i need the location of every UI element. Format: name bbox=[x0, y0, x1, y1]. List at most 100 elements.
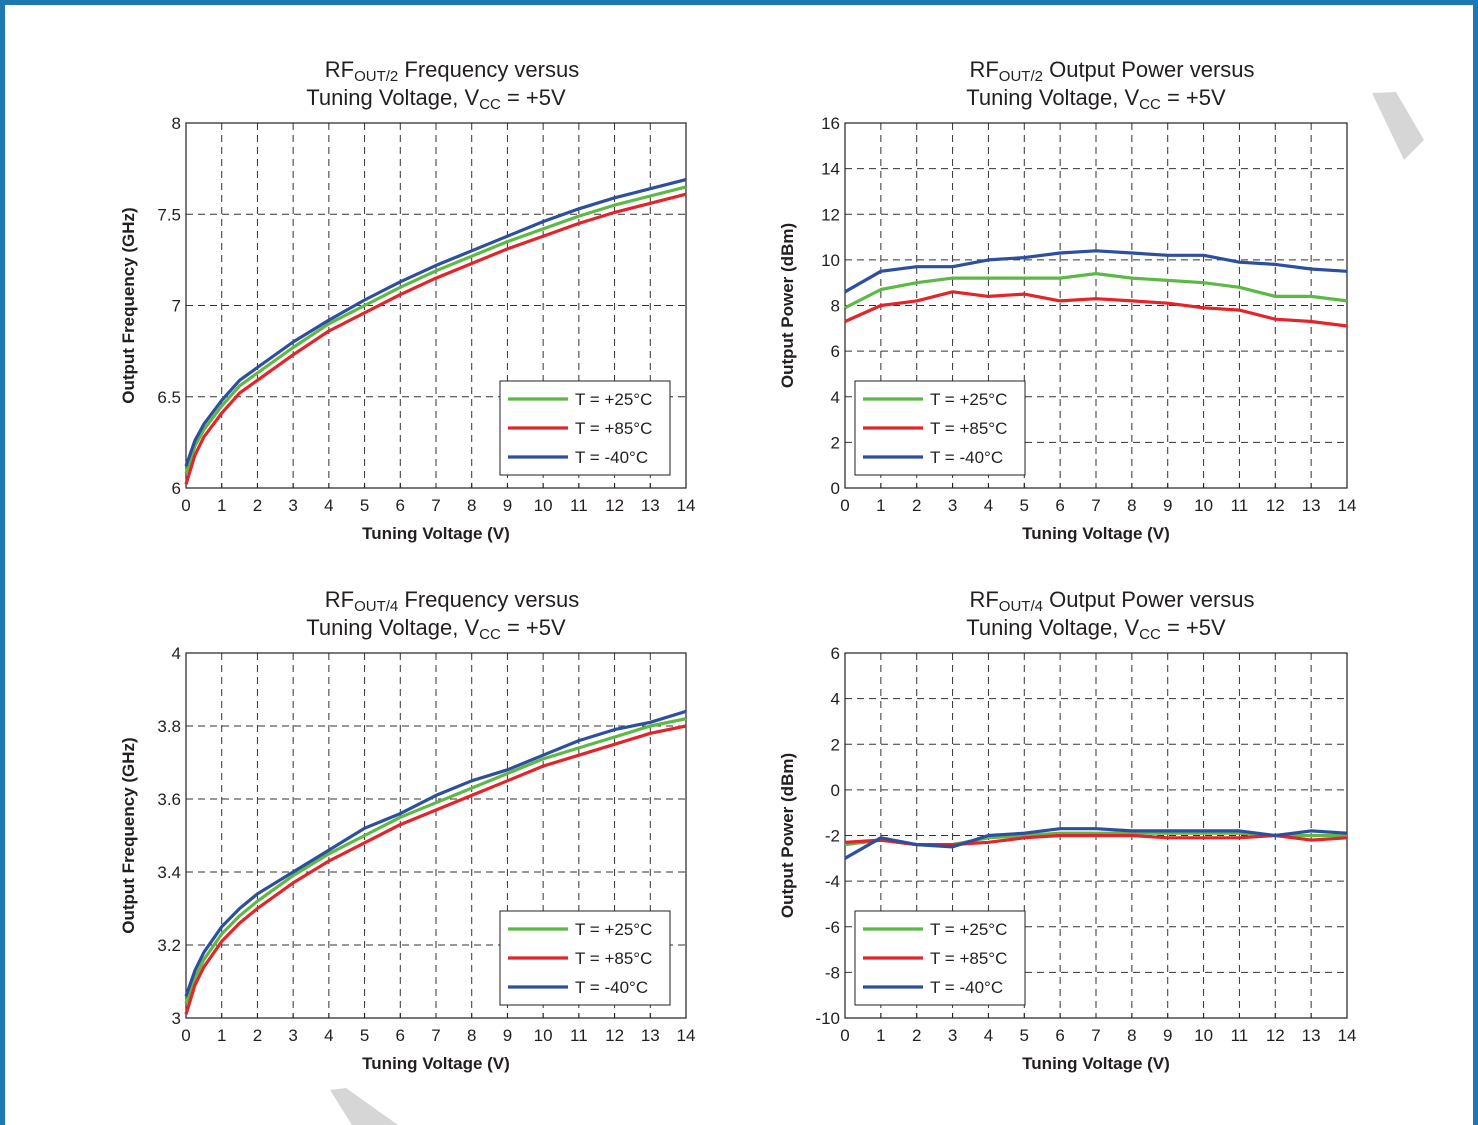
x-tick-label: 13 bbox=[1302, 496, 1321, 515]
y-tick-label: 0 bbox=[831, 479, 840, 498]
x-tick-label: 4 bbox=[984, 1026, 993, 1045]
y-tick-label: 4 bbox=[172, 644, 181, 663]
legend-entry: T = -40°C bbox=[575, 448, 648, 467]
y-axis-label: Output Power (dBm) bbox=[778, 223, 797, 388]
x-tick-label: 14 bbox=[1338, 1026, 1357, 1045]
series-line bbox=[184, 185, 687, 474]
legend: T = +25°C T = +85°C T = -40°C bbox=[499, 910, 671, 1006]
y-tick-label: 0 bbox=[831, 781, 840, 800]
y-tick-label: 8 bbox=[172, 114, 181, 133]
series-line bbox=[184, 717, 687, 1004]
x-tick-label: 7 bbox=[431, 1026, 440, 1045]
x-tick-label: 6 bbox=[396, 496, 405, 515]
legend-entry: T = +85°C bbox=[930, 949, 1007, 968]
x-tick-label: 6 bbox=[1055, 1026, 1064, 1045]
legend-entry: T = +25°C bbox=[930, 920, 1007, 939]
series-line bbox=[184, 724, 687, 1015]
x-tick-label: 2 bbox=[253, 1026, 262, 1045]
chart-title-line-1: RFOUT/2 Frequency versus bbox=[325, 57, 579, 85]
y-tick-label: 10 bbox=[821, 251, 840, 270]
x-tick-label: 12 bbox=[1266, 496, 1285, 515]
x-tick-label: 7 bbox=[431, 496, 440, 515]
x-tick-label: 2 bbox=[912, 496, 921, 515]
series-line bbox=[844, 272, 1348, 310]
series-line bbox=[844, 290, 1348, 328]
y-axis-label: Output Frequency (GHz) bbox=[119, 737, 138, 933]
x-axis-label: Tuning Voltage (V) bbox=[1022, 1054, 1170, 1073]
x-tick-label: 12 bbox=[1266, 1026, 1285, 1045]
y-tick-label: -4 bbox=[825, 872, 840, 891]
y-tick-label: 3.2 bbox=[157, 936, 181, 955]
chart-2: 0 1 2 3 4 5 6 7 8 9 10 11 12 13 140246810121416Tuning … bbox=[778, 57, 1356, 543]
y-tick-label: -10 bbox=[815, 1009, 840, 1028]
x-tick-label: 0 bbox=[840, 496, 849, 515]
y-tick-label: 3.6 bbox=[157, 790, 181, 809]
x-tick-label: 4 bbox=[324, 496, 333, 515]
watermark-stroke-bottom-left bbox=[330, 1088, 398, 1125]
x-tick-label: 12 bbox=[605, 496, 624, 515]
legend-entry: T = -40°C bbox=[930, 978, 1003, 997]
watermark-stroke-top-right bbox=[1372, 92, 1424, 160]
x-tick-label: 0 bbox=[840, 1026, 849, 1045]
y-tick-label: 2 bbox=[831, 433, 840, 452]
x-tick-label: 2 bbox=[912, 1026, 921, 1045]
x-tick-label: 11 bbox=[1231, 496, 1249, 515]
x-tick-label: 5 bbox=[360, 496, 369, 515]
y-tick-label: 12 bbox=[821, 205, 840, 224]
series-line bbox=[844, 827, 1348, 860]
x-tick-label: 6 bbox=[396, 1026, 405, 1045]
y-tick-label: -8 bbox=[825, 963, 840, 982]
x-tick-label: 13 bbox=[641, 496, 660, 515]
series-line bbox=[844, 249, 1348, 294]
x-tick-label: 3 bbox=[288, 496, 297, 515]
y-tick-label: 3.4 bbox=[157, 863, 181, 882]
x-tick-label: 12 bbox=[605, 1026, 624, 1045]
chart-title-line-1: RFOUT/2 Output Power versus bbox=[969, 57, 1254, 85]
x-tick-label: 9 bbox=[503, 496, 512, 515]
x-tick-label: 9 bbox=[503, 1026, 512, 1045]
legend-entry: T = +25°C bbox=[575, 390, 652, 409]
x-tick-label: 5 bbox=[1020, 1026, 1029, 1045]
x-tick-label: 7 bbox=[1091, 496, 1100, 515]
series-line bbox=[184, 192, 687, 485]
legend: T = +25°C T = +85°C T = -40°C bbox=[854, 380, 1026, 476]
x-tick-label: 9 bbox=[1163, 1026, 1172, 1045]
chart-4: 0 1 2 3 4 5 6 7 8 9 10 11 12 13 14-10-8-6-4-20246Tunin… bbox=[778, 587, 1356, 1073]
x-tick-label: 3 bbox=[948, 496, 957, 515]
legend-entry: T = -40°C bbox=[930, 448, 1003, 467]
legend-entry: T = +25°C bbox=[930, 390, 1007, 409]
x-tick-label: 5 bbox=[360, 1026, 369, 1045]
legend-entry: T = +85°C bbox=[575, 949, 652, 968]
x-axis-label: Tuning Voltage (V) bbox=[362, 524, 510, 543]
x-tick-label: 10 bbox=[1194, 1026, 1213, 1045]
x-tick-label: 11 bbox=[1231, 1026, 1249, 1045]
series-line bbox=[184, 709, 687, 997]
x-tick-label: 10 bbox=[534, 1026, 553, 1045]
y-axis-label: Output Power (dBm) bbox=[778, 753, 797, 918]
legend: T = +25°C T = +85°C T = -40°C bbox=[854, 910, 1026, 1006]
y-tick-label: 6 bbox=[831, 342, 840, 361]
series-line bbox=[184, 178, 687, 467]
legend-entry: T = -40°C bbox=[575, 978, 648, 997]
x-tick-label: 10 bbox=[534, 496, 553, 515]
y-tick-label: -6 bbox=[825, 918, 840, 937]
x-tick-label: 3 bbox=[288, 1026, 297, 1045]
y-tick-label: -2 bbox=[825, 827, 840, 846]
x-tick-label: 4 bbox=[984, 496, 993, 515]
chart-title-line-1: RFOUT/4 Frequency versus bbox=[325, 587, 579, 615]
x-tick-label: 3 bbox=[948, 1026, 957, 1045]
x-tick-label: 8 bbox=[1127, 496, 1136, 515]
x-tick-label: 6 bbox=[1055, 496, 1064, 515]
chart-title-line-2: Tuning Voltage, VCC = +5V bbox=[306, 85, 566, 113]
x-tick-label: 1 bbox=[876, 496, 885, 515]
y-tick-label: 3.8 bbox=[157, 717, 181, 736]
x-tick-label: 14 bbox=[677, 496, 696, 515]
x-tick-label: 10 bbox=[1194, 496, 1213, 515]
y-tick-label: 14 bbox=[821, 160, 840, 179]
y-tick-label: 4 bbox=[831, 690, 840, 709]
y-tick-label: 6 bbox=[172, 479, 181, 498]
x-tick-label: 13 bbox=[1302, 1026, 1321, 1045]
y-tick-label: 6 bbox=[831, 644, 840, 663]
y-tick-label: 2 bbox=[831, 735, 840, 754]
